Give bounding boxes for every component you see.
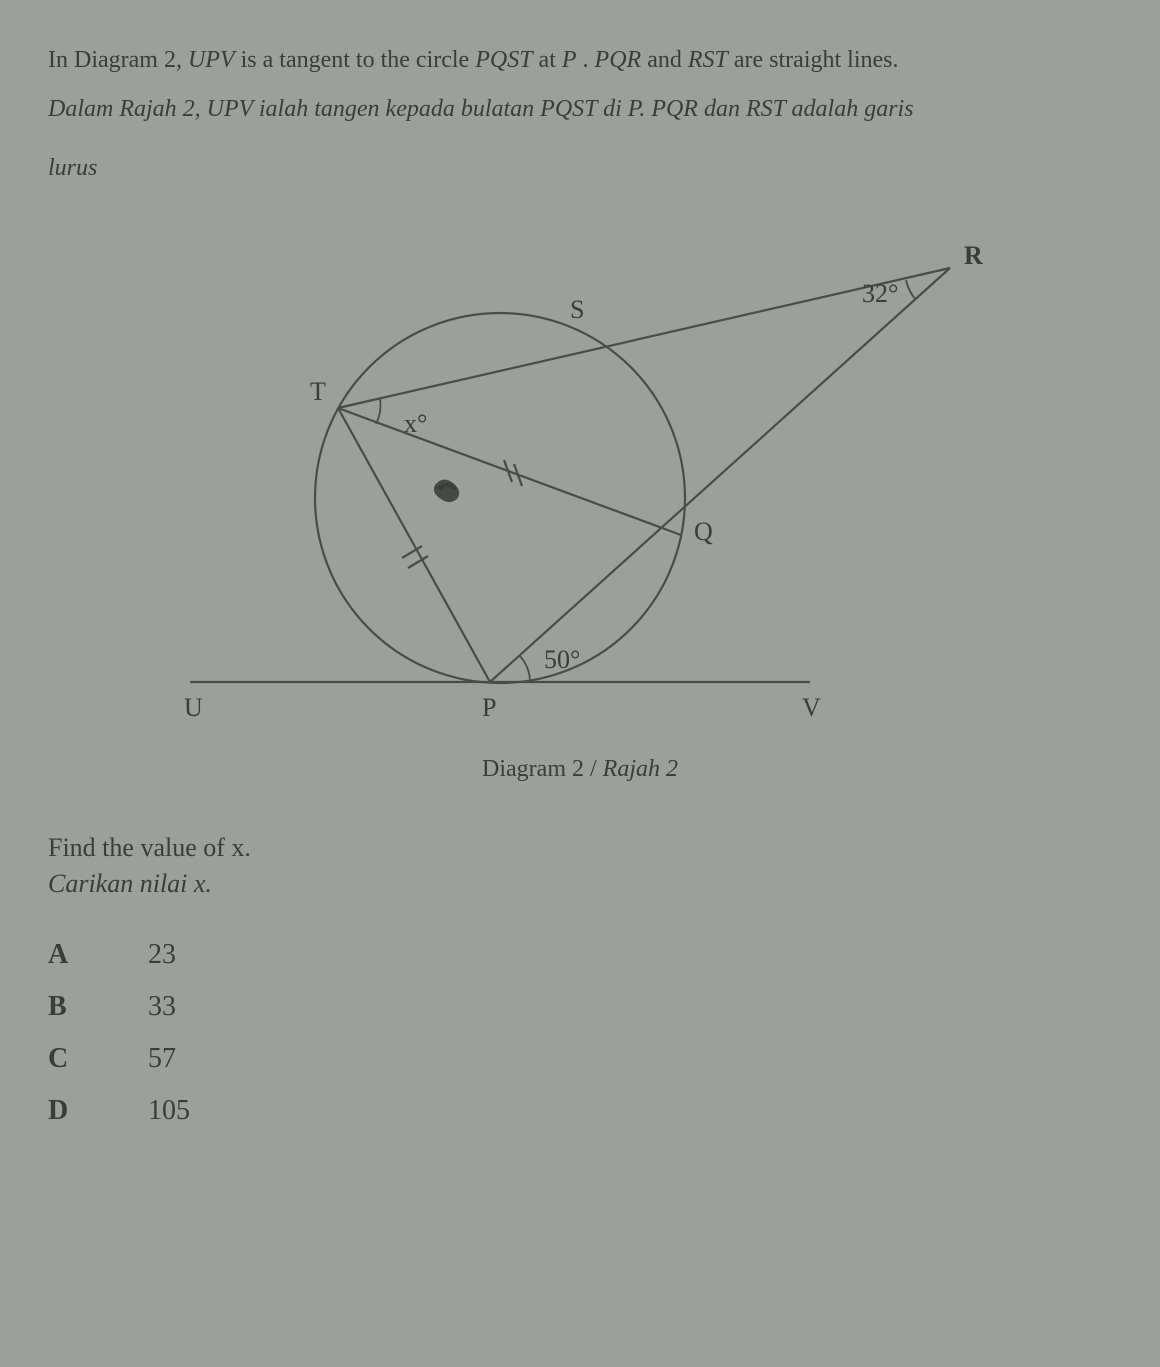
option-letter: C [48, 1043, 78, 1075]
option-b[interactable]: B 33 [48, 991, 1112, 1023]
q-en-em1: UPV [188, 47, 235, 73]
option-value: 23 [148, 939, 176, 971]
geometry-diagram: R S T Q P U V 32° 50° x° [170, 218, 990, 738]
diagram-container: R S T Q P U V 32° 50° x° Diagram 2 / Raj… [48, 218, 1112, 783]
angle-label-32: 32° [862, 279, 898, 308]
option-a[interactable]: A 23 [48, 939, 1112, 971]
q-en-6: are straight lines. [728, 47, 899, 73]
option-d[interactable]: D 105 [48, 1095, 1112, 1127]
label-U: U [184, 693, 203, 722]
q-en-em4: PQR [595, 47, 642, 73]
q-en-1: In Diagram 2, [48, 47, 188, 73]
label-S: S [570, 295, 584, 324]
options-list: A 23 B 33 C 57 D 105 [48, 939, 1112, 1127]
q-en-4: . [577, 47, 595, 73]
chord-tq [338, 408, 681, 535]
label-P: P [482, 693, 496, 722]
angle-arc-r [906, 280, 916, 300]
label-R: R [964, 241, 983, 270]
angle-arc-x [376, 399, 380, 424]
prompt-english: Find the value of x. [48, 833, 1112, 863]
smudge-icon [434, 480, 459, 503]
angle-label-x: x° [404, 409, 427, 438]
chord-tp [338, 408, 490, 682]
option-letter: A [48, 939, 78, 971]
option-letter: B [48, 991, 78, 1023]
angle-label-50: 50° [544, 645, 580, 674]
option-value: 105 [148, 1095, 190, 1127]
caption-en: Diagram 2 [482, 756, 584, 782]
label-V: V [802, 693, 821, 722]
q-en-2: is a tangent to the circle [235, 47, 476, 73]
label-Q: Q [694, 517, 713, 546]
caption-ms: Rajah 2 [603, 756, 678, 782]
q-en-em5: RST [688, 47, 728, 73]
circle-pqst [315, 313, 685, 683]
caption-sep: / [584, 756, 603, 782]
prompt-malay: Carikan nilai x. [48, 869, 1112, 899]
option-c[interactable]: C 57 [48, 1043, 1112, 1075]
q-en-5: and [641, 47, 688, 73]
q-en-em2: PQST [475, 47, 532, 73]
question-malay-line1: Dalam Rajah 2, UPV ialah tangen kepada b… [48, 89, 1112, 130]
label-T: T [310, 377, 326, 406]
line-rst [338, 268, 950, 408]
question-english: In Diagram 2, UPV is a tangent to the ci… [48, 40, 1112, 81]
option-letter: D [48, 1095, 78, 1127]
line-pqr [490, 268, 950, 682]
diagram-caption: Diagram 2 / Rajah 2 [48, 756, 1112, 783]
q-en-em3: P [562, 47, 577, 73]
q-en-3: at [533, 47, 562, 73]
option-value: 57 [148, 1043, 176, 1075]
question-malay-line2: lurus [48, 148, 1112, 189]
option-value: 33 [148, 991, 176, 1023]
angle-arc-p [519, 655, 530, 682]
prompt-en-text: Find the value of x. [48, 833, 251, 862]
